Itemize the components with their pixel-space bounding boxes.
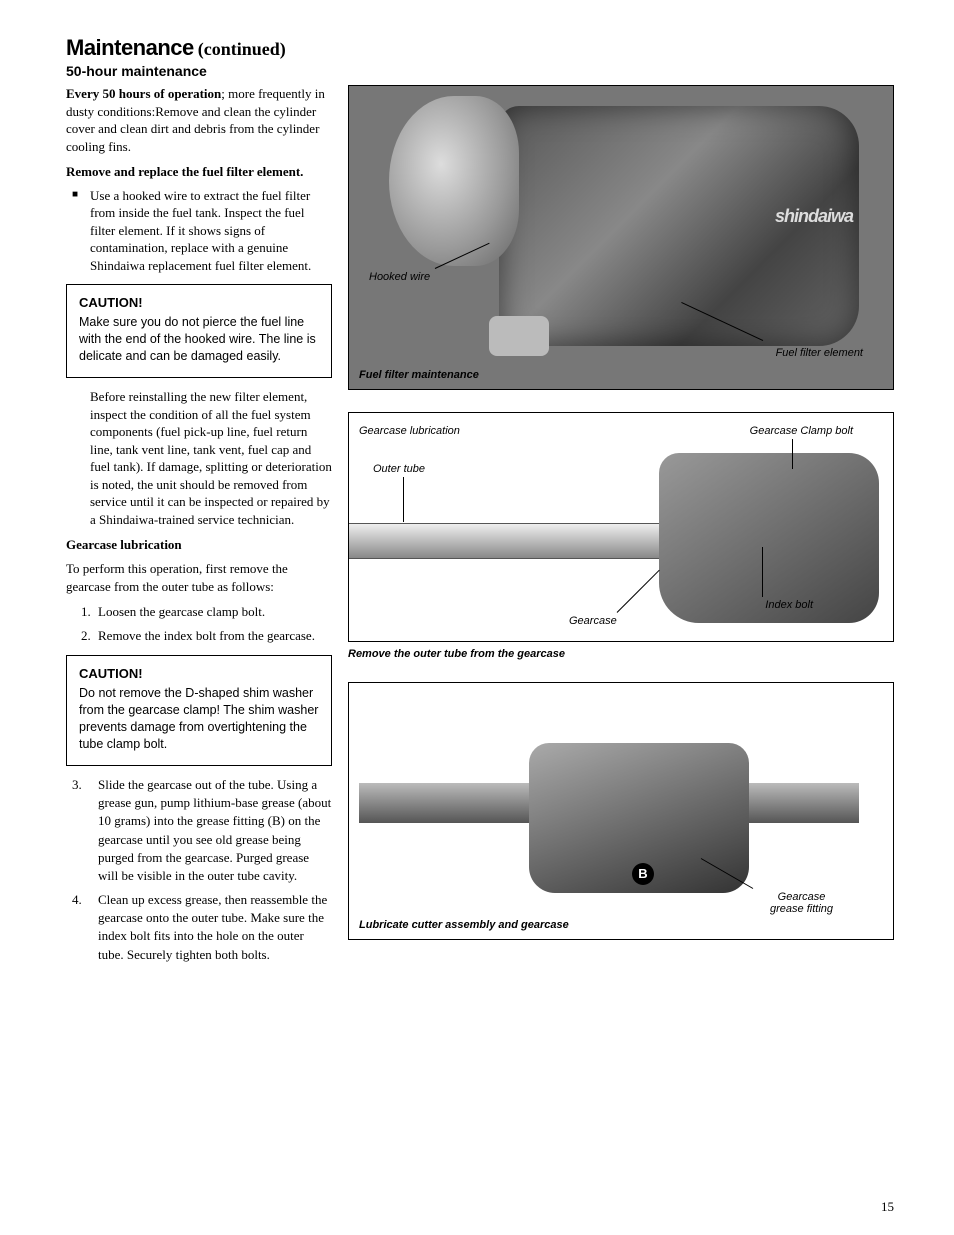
brand-badge: shindaiwa [775,206,853,227]
filter-inspection-paragraph: Before reinstalling the new filter eleme… [90,388,332,528]
intro-strong: Every 50 hours of operation [66,86,221,101]
figure-fuel-filter: shindaiwa Hooked wire Fuel filter elemen… [348,85,894,390]
caution-box-1: CAUTION! Make sure you do not pierce the… [66,284,332,378]
step-4: Clean up excess grease, then reassemble … [94,891,332,964]
section-subtitle: 50-hour maintenance [66,63,894,79]
caution-box-2: CAUTION! Do not remove the D-shaped shim… [66,655,332,766]
fuel-cap-graphic [489,316,549,356]
step-2: Remove the index bolt from the gearcase. [94,627,332,645]
page-number: 15 [881,1199,894,1215]
bullet-item: Use a hooked wire to extract the fuel fi… [90,187,332,275]
caution-body: Make sure you do not pierce the fuel lin… [79,314,319,365]
figure-gearcase-remove: Gearcase lubrication Gearcase Clamp bolt… [348,412,894,642]
gearcase-graphic [659,453,879,623]
step-3: Slide the gearcase out of the tube. Usin… [94,776,332,885]
left-column: Every 50 hours of operation; more freque… [66,85,332,974]
label-fuel-filter-element: Fuel filter element [776,347,863,359]
figure-caption: Fuel filter maintenance [359,369,479,381]
label-gearcase-lubrication: Gearcase lubrication [359,425,460,437]
outer-tube-graphic [349,523,669,559]
bullet-list: Use a hooked wire to extract the fuel fi… [66,187,332,275]
steps-list-2: Slide the gearcase out of the tube. Usin… [66,776,332,964]
leader-line [792,439,793,469]
gearcase-intro-paragraph: To perform this operation, first remove … [66,560,332,595]
leader-line [762,547,763,597]
hand-graphic [389,96,519,266]
caution-body: Do not remove the D-shaped shim washer f… [79,685,319,753]
figure2-caption: Remove the outer tube from the gearcase [348,648,894,660]
figure-lubricate-cutter: B Gearcase grease fitting Lubricate cutt… [348,682,894,940]
label-grease-fitting: Gearcase grease fitting [770,891,833,915]
label-gearcase: Gearcase [569,615,617,627]
step-1: Loosen the gearcase clamp bolt. [94,603,332,621]
caution-heading: CAUTION! [79,295,319,310]
leader-line [617,570,660,613]
label-index-bolt: Index bolt [765,599,813,611]
sub-heading-gearcase: Gearcase lubrication [66,536,332,554]
sub-heading-fuel-filter: Remove and replace the fuel filter eleme… [66,163,332,181]
label-line1: Gearcase [770,891,833,903]
label-hooked-wire: Hooked wire [369,271,430,283]
right-column: shindaiwa Hooked wire Fuel filter elemen… [348,85,894,974]
intro-paragraph: Every 50 hours of operation; more freque… [66,85,332,155]
figure-caption: Lubricate cutter assembly and gearcase [359,919,569,931]
caution-heading: CAUTION! [79,666,319,681]
steps-list-1: Loosen the gearcase clamp bolt. Remove t… [66,603,332,645]
label-outer-tube: Outer tube [373,463,425,475]
label-clamp-bolt: Gearcase Clamp bolt [750,425,853,437]
title-main: Maintenance [66,35,194,60]
callout-b-icon: B [632,863,654,885]
page-title: Maintenance (continued) [66,35,894,61]
title-continued: (continued) [198,39,286,59]
leader-line [403,477,404,522]
label-line2: grease fitting [770,903,833,915]
